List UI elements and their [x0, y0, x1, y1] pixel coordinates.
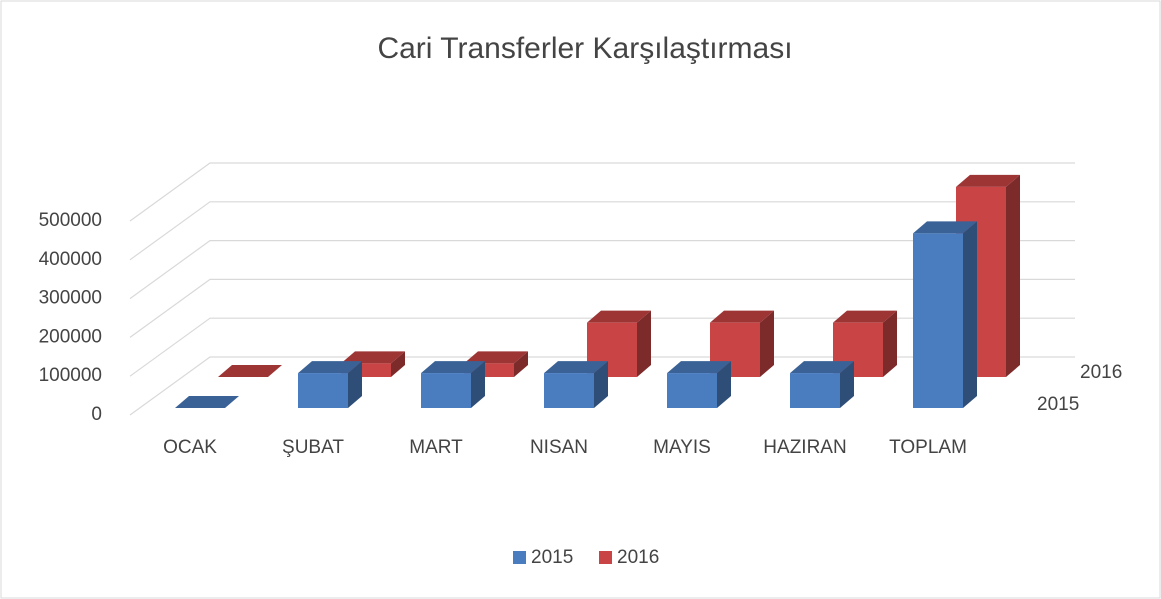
- bar-top: [298, 361, 362, 374]
- legend-swatch: [599, 551, 612, 564]
- bar-top: [421, 361, 485, 374]
- bar-front: [667, 373, 717, 408]
- y-tick-label: 100000: [39, 365, 102, 386]
- bar: [710, 310, 774, 377]
- bar-top: [341, 351, 405, 364]
- grid-line: [129, 240, 1075, 300]
- grid-line: [129, 317, 1075, 377]
- bar-top: [667, 361, 731, 374]
- bar: [421, 361, 485, 408]
- legend-label: 2016: [617, 547, 659, 568]
- bar-side: [840, 361, 854, 408]
- y-tick-label: 400000: [39, 249, 102, 270]
- bar: [175, 396, 239, 408]
- chart-title: Cari Transferler Karşılaştırması: [377, 32, 792, 65]
- bar-top: [544, 361, 608, 374]
- bar: [341, 351, 405, 377]
- x-tick-label: ŞUBAT: [282, 437, 344, 458]
- x-tick-label: HAZIRAN: [763, 437, 846, 458]
- x-tick-label: NISAN: [530, 437, 588, 458]
- bar-side: [637, 310, 651, 377]
- x-tick-label: MART: [409, 437, 463, 458]
- bar-front: [421, 373, 471, 408]
- x-tick-label: MAYIS: [653, 437, 711, 458]
- depth-label: 2016: [1080, 362, 1122, 383]
- y-tick-label: 0: [91, 404, 102, 425]
- bar: [544, 361, 608, 408]
- y-tick-label: 300000: [39, 288, 102, 309]
- bar-top: [833, 310, 897, 323]
- bar-side: [391, 351, 405, 377]
- bar-top: [710, 310, 774, 323]
- bar: [218, 365, 282, 377]
- grid-line: [129, 278, 1075, 338]
- legend-label: 2015: [531, 547, 573, 568]
- bar-front: [913, 233, 963, 408]
- y-tick-label: 500000: [39, 210, 102, 231]
- x-tick-label: OCAK: [163, 437, 217, 458]
- bar: [913, 221, 977, 408]
- bar-side: [883, 310, 897, 377]
- bar: [790, 361, 854, 408]
- bar-side: [760, 310, 774, 377]
- bar-front: [790, 373, 840, 408]
- bar-side: [717, 361, 731, 408]
- bar-top: [218, 365, 282, 377]
- legend-swatch: [513, 551, 526, 564]
- bar-top: [587, 310, 651, 323]
- bar-side: [471, 361, 485, 408]
- bar-side: [963, 221, 977, 408]
- x-tick-label: TOPLAM: [889, 437, 967, 458]
- bar: [298, 361, 362, 408]
- depth-label: 2015: [1037, 394, 1079, 415]
- bar-top: [464, 351, 528, 364]
- bar-side: [348, 361, 362, 408]
- bar-side: [594, 361, 608, 408]
- bar-top: [913, 221, 977, 234]
- bar-side: [1006, 174, 1020, 377]
- bar-side: [514, 351, 528, 377]
- y-tick-label: 200000: [39, 326, 102, 347]
- bar-front: [298, 373, 348, 408]
- grid-line: [129, 201, 1075, 261]
- grid-line: [129, 162, 1075, 222]
- bar-top: [956, 174, 1020, 187]
- bar-top: [175, 396, 239, 408]
- bar-front: [544, 373, 594, 408]
- grid-line: [129, 356, 1075, 416]
- bar: [667, 361, 731, 408]
- bar-top: [790, 361, 854, 374]
